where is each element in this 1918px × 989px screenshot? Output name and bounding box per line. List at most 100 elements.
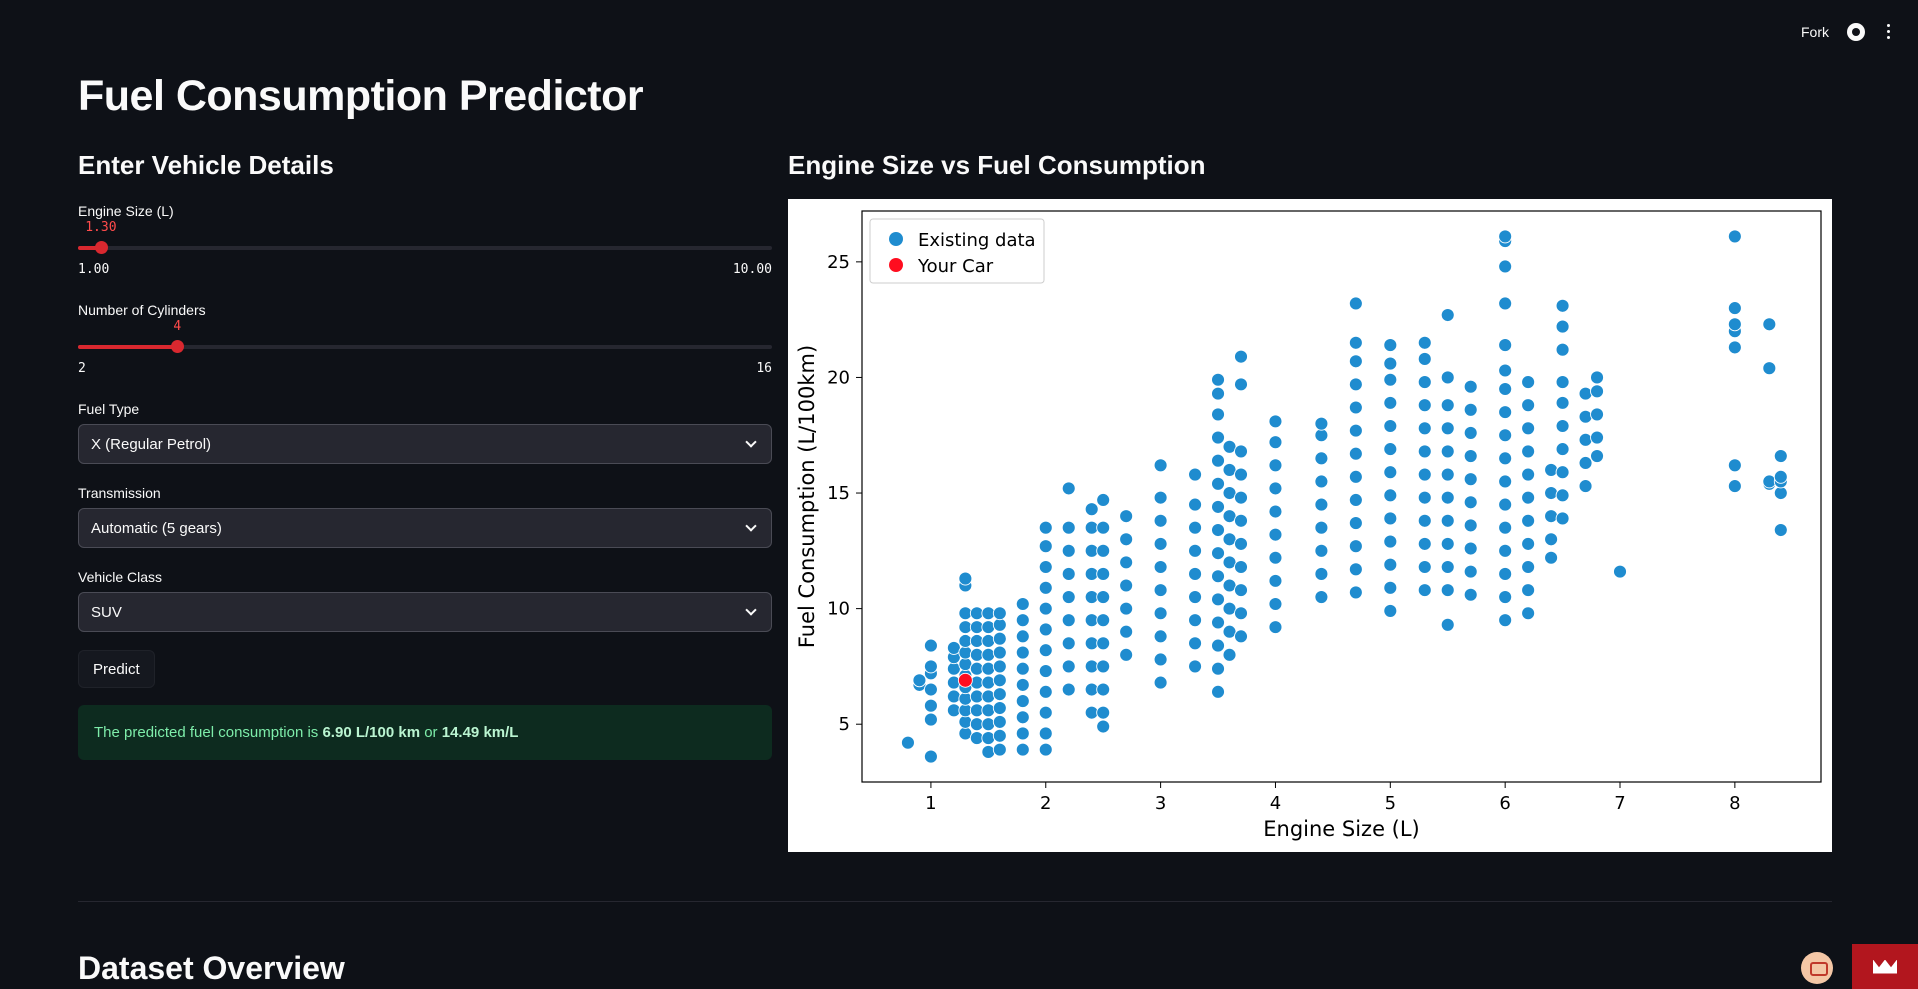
data-point [1096,636,1111,651]
data-point [923,698,938,713]
data-point [1383,488,1398,503]
fuel-type-select[interactable]: X (Regular Petrol) [78,424,772,464]
data-point [1383,419,1398,433]
data-point [1417,335,1432,350]
data-point [1211,476,1225,491]
data-point [1153,536,1168,551]
data-point [923,712,938,727]
predict-button[interactable]: Predict [78,650,155,688]
data-point [1383,465,1398,480]
data-point [1440,370,1455,385]
chevron-down-icon[interactable] [745,604,757,616]
transmission-select[interactable]: Automatic (5 gears) [78,508,772,548]
dataset-overview-heading: Dataset Overview [78,950,345,986]
data-point [1498,259,1513,274]
data-point [1555,419,1570,433]
data-point [1773,449,1788,463]
data-point [992,659,1007,674]
x-tick-label: 4 [1270,793,1281,814]
data-point [1440,421,1455,436]
vehicle-class-select[interactable]: SUV [78,592,772,632]
y-tick-label: 5 [839,714,850,735]
slider-track[interactable] [78,345,772,349]
data-point [1211,638,1225,653]
avatar[interactable] [1801,952,1833,984]
scatter-chart: 1 2 3 4 5 6 7 8 5 10 15 20 25 Engine Size (L) Fuel Con… [788,199,1832,852]
data-point [1119,509,1134,524]
data-point [1498,405,1513,420]
data-point [1383,338,1398,353]
data-point [1268,458,1283,473]
data-point [1234,490,1248,505]
streamlit-badge[interactable] [1852,944,1918,989]
github-icon[interactable] [1847,22,1865,41]
data-point [1188,636,1203,651]
data-point [1061,520,1076,535]
data-point [1268,550,1283,565]
data-point [1314,520,1329,535]
chevron-down-icon[interactable] [745,436,757,448]
data-point [1521,398,1536,413]
data-point [1234,560,1248,574]
data-point [1544,509,1559,524]
data-point [1234,377,1248,392]
data-point [1440,308,1455,322]
data-point [1015,629,1030,644]
data-point [1015,597,1030,611]
data-point [1773,486,1788,500]
data-point [1383,442,1398,457]
slider-max: 10.00 [732,262,772,277]
data-point [1417,536,1432,551]
data-point [1727,317,1742,332]
data-point [1521,560,1536,574]
data-point [1440,467,1455,482]
data-point [1498,543,1513,558]
slider-thumb[interactable] [171,340,185,353]
fork-button[interactable]: Fork [1801,23,1829,40]
data-point [981,731,996,746]
data-point [900,735,915,750]
slider-thumb[interactable] [94,241,108,254]
slider-max: 16 [756,361,772,376]
data-point [1727,458,1742,473]
x-tick-label: 8 [1729,793,1740,814]
data-point [1188,520,1203,535]
slider-track[interactable] [78,246,772,250]
x-tick-label: 5 [1385,793,1396,814]
data-point [1211,615,1225,630]
data-point [992,714,1007,729]
data-point [981,661,996,676]
data-point [1268,435,1283,450]
data-point [992,673,1007,688]
page-title: Fuel Consumption Predictor [78,72,644,120]
fuel-type-label: Fuel Type [78,401,140,417]
data-point [1544,532,1559,547]
data-point [1498,451,1513,466]
data-point [1348,493,1363,507]
data-point [1015,613,1030,628]
legend-marker-your-car [889,258,903,272]
data-point [1096,493,1111,507]
data-point [1762,361,1777,376]
chevron-down-icon[interactable] [745,520,757,532]
data-point [1348,562,1363,577]
data-point [1061,566,1076,581]
data-point [1555,395,1570,410]
kebab-menu-icon[interactable] [1883,22,1894,41]
data-point [1773,523,1788,537]
data-point [1727,340,1742,355]
data-point [1268,620,1283,635]
prediction-result: The predicted fuel consumption is 6.90 L… [78,705,772,760]
data-point [1038,742,1053,757]
data-point [958,691,973,706]
data-point [1463,564,1478,579]
data-point [1234,349,1248,364]
data-point [1038,601,1053,616]
data-point [1096,520,1111,535]
data-point [1153,458,1168,473]
data-point [1555,319,1570,334]
data-point [1268,481,1283,496]
engine-size-label: Engine Size (L) [78,203,174,219]
data-point [1234,583,1248,598]
data-point [1463,541,1478,556]
